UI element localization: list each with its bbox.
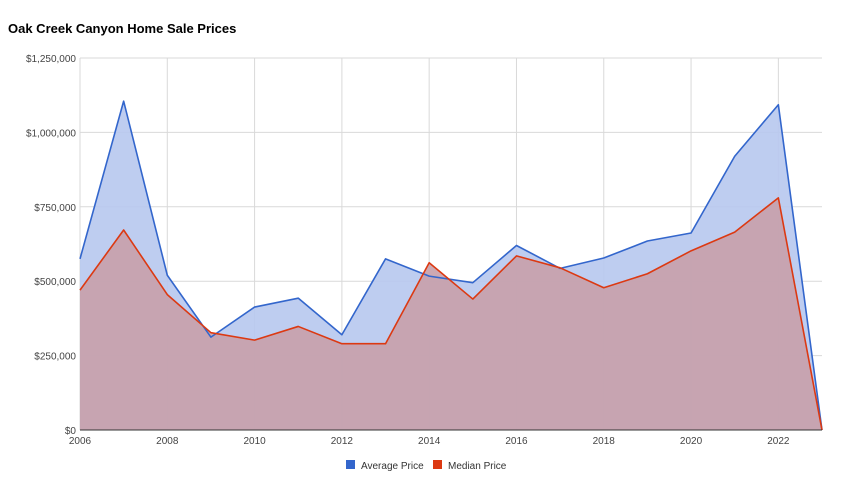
x-tick-label: 2010 xyxy=(243,436,266,447)
y-tick-label: $500,000 xyxy=(34,277,76,288)
y-tick-label: $750,000 xyxy=(34,203,76,214)
y-tick-label: $0 xyxy=(65,426,77,437)
series-lines xyxy=(79,100,823,431)
y-tick-label: $250,000 xyxy=(34,352,76,363)
axes: $0 $250,000 $500,000 $750,000 $1,000,000 $1,2… xyxy=(26,54,822,447)
x-tick-label: 2016 xyxy=(505,436,528,447)
x-tick-label: 2014 xyxy=(418,436,441,447)
x-tick-label: 2022 xyxy=(767,436,790,447)
series-line-median xyxy=(79,197,823,431)
chart-title: Oak Creek Canyon Home Sale Prices xyxy=(8,21,236,36)
legend[interactable]: Average Price Median Price xyxy=(346,460,507,472)
y-tick-label: $1,250,000 xyxy=(26,54,76,65)
x-tick-label: 2012 xyxy=(331,436,354,447)
x-tick-label: 2008 xyxy=(156,436,179,447)
legend-swatch-average[interactable] xyxy=(346,460,355,469)
y-tick-label: $1,000,000 xyxy=(26,128,76,139)
series-area-median xyxy=(80,197,822,430)
x-tick-label: 2020 xyxy=(680,436,703,447)
legend-swatch-median[interactable] xyxy=(433,460,442,469)
legend-label-average[interactable]: Average Price xyxy=(361,461,424,472)
x-tick-label: 2006 xyxy=(69,436,92,447)
series-areas xyxy=(80,101,822,431)
legend-label-median[interactable]: Median Price xyxy=(448,461,507,472)
x-tick-label: 2018 xyxy=(593,436,616,447)
